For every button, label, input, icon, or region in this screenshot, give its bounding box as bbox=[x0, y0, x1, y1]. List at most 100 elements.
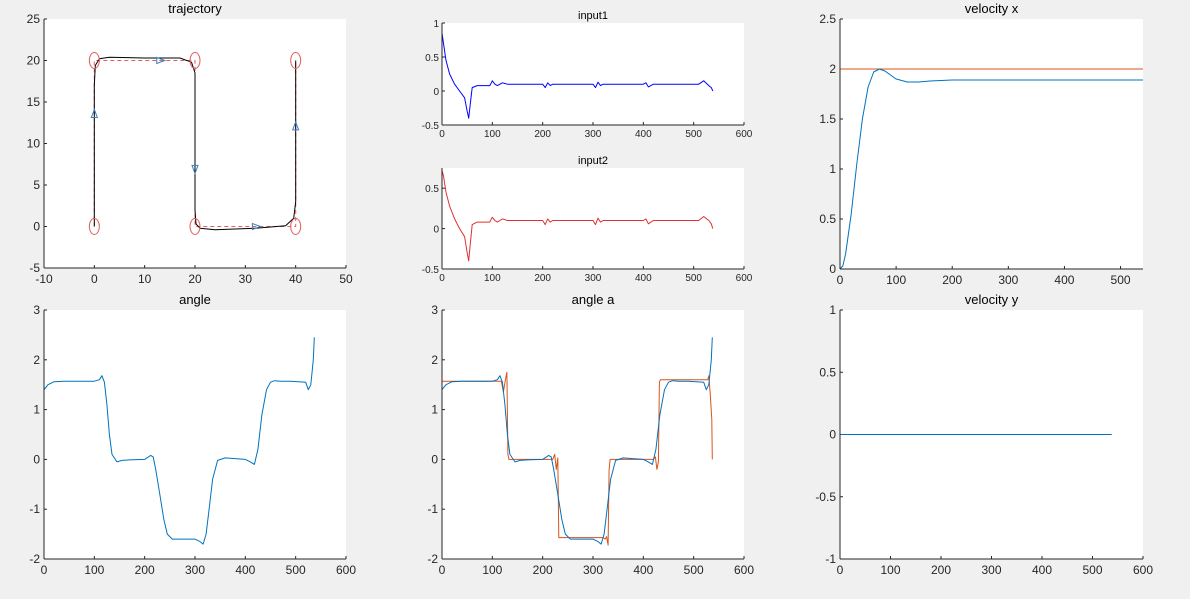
direction-arrow bbox=[191, 164, 199, 175]
waypoint-marker bbox=[290, 218, 302, 235]
y-tick-label: 1.5 bbox=[819, 112, 836, 126]
y-tick-label: 1 bbox=[829, 303, 836, 317]
series-line bbox=[442, 170, 714, 262]
waypoint-marker bbox=[88, 52, 100, 69]
x-tick-label: 0 bbox=[41, 563, 48, 577]
y-tick-label: 0 bbox=[433, 225, 439, 236]
x-tick-label: 100 bbox=[484, 129, 501, 140]
series-line bbox=[840, 68, 1143, 269]
y-tick-label: -1 bbox=[427, 502, 438, 516]
y-tick-label: 0.5 bbox=[425, 53, 439, 64]
x-tick-label: 400 bbox=[1032, 563, 1052, 577]
chart-title: angle bbox=[179, 292, 211, 307]
x-tick-label: 300 bbox=[998, 273, 1018, 287]
plot-area bbox=[442, 23, 744, 125]
chart-velocity-y: 0 100 200 300 400 500 600 -1 -0.5 0 0.5 1 velocity y bbox=[815, 292, 1153, 577]
x-tick-label: 500 bbox=[684, 563, 704, 577]
x-tick-label: 0 bbox=[91, 272, 98, 286]
chart-trajectory: -10 0 10 20 30 40 50 -5 0 5 10 15 20 25 trajectory bbox=[27, 1, 353, 286]
y-tick-label: -0.5 bbox=[422, 121, 440, 132]
y-tick-label: 0 bbox=[33, 220, 40, 234]
x-tick-label: 400 bbox=[635, 273, 652, 284]
x-tick-label: 300 bbox=[583, 563, 603, 577]
x-tick-label: 100 bbox=[880, 563, 900, 577]
y-tick-label: 0 bbox=[433, 87, 439, 98]
y-tick-label: 0.5 bbox=[819, 212, 836, 226]
x-tick-label: 10 bbox=[138, 272, 152, 286]
y-tick-label: -1 bbox=[29, 502, 40, 516]
series-line bbox=[442, 33, 714, 119]
series-line bbox=[44, 337, 315, 545]
y-tick-label: -2 bbox=[427, 552, 438, 566]
series-group bbox=[442, 33, 714, 119]
x-tick-label: 0 bbox=[439, 563, 446, 577]
y-tick-label: 25 bbox=[27, 12, 41, 26]
direction-arrow bbox=[90, 108, 99, 118]
plot-area bbox=[840, 19, 1143, 269]
x-tick-label: 600 bbox=[336, 563, 356, 577]
series-group bbox=[44, 337, 315, 545]
x-tick-label: 600 bbox=[736, 273, 753, 284]
y-tick-label: 0 bbox=[829, 262, 836, 276]
waypoint-marker bbox=[290, 52, 302, 69]
chart-title: velocity y bbox=[965, 292, 1019, 307]
y-tick-label: 0 bbox=[33, 452, 40, 466]
chart-angle: 0 100 200 300 400 500 600 -2 -1 0 1 2 3 angle bbox=[29, 292, 356, 577]
y-tick-label: 0.5 bbox=[819, 365, 836, 379]
y-tick-label: 0 bbox=[829, 428, 836, 442]
y-tick-label: 1 bbox=[431, 403, 438, 417]
y-tick-label: 1 bbox=[829, 162, 836, 176]
x-tick-label: 600 bbox=[734, 563, 754, 577]
direction-arrow bbox=[156, 56, 167, 65]
direction-arrow bbox=[291, 120, 300, 131]
x-tick-label: 0 bbox=[439, 129, 445, 140]
y-tick-label: 3 bbox=[33, 303, 40, 317]
y-tick-label: 2.5 bbox=[819, 12, 836, 26]
x-tick-label: 300 bbox=[185, 563, 205, 577]
waypoint-marker bbox=[189, 52, 201, 69]
chart-title: input2 bbox=[578, 155, 608, 167]
y-tick-label: 1 bbox=[433, 19, 439, 30]
x-tick-label: 500 bbox=[1082, 563, 1102, 577]
x-tick-label: 600 bbox=[1133, 563, 1153, 577]
chart-angle-a: 0 100 200 300 400 500 600 -2 -1 0 1 2 3 angle a bbox=[427, 292, 754, 577]
y-tick-label: 3 bbox=[431, 303, 438, 317]
chart-title: velocity x bbox=[965, 1, 1019, 16]
x-tick-label: 500 bbox=[685, 273, 702, 284]
y-tick-label: 0.5 bbox=[425, 184, 439, 195]
x-tick-label: 200 bbox=[534, 273, 551, 284]
y-tick-label: 20 bbox=[27, 54, 41, 68]
plot-area bbox=[442, 310, 744, 559]
x-tick-label: 200 bbox=[931, 563, 951, 577]
direction-arrow bbox=[251, 222, 262, 231]
waypoint-marker bbox=[189, 218, 201, 235]
x-tick-label: 400 bbox=[235, 563, 255, 577]
x-tick-label: 200 bbox=[942, 273, 962, 287]
x-tick-label: 600 bbox=[736, 129, 753, 140]
x-tick-label: 500 bbox=[286, 563, 306, 577]
x-tick-label: 200 bbox=[534, 129, 551, 140]
y-tick-label: 2 bbox=[829, 62, 836, 76]
chart-title: trajectory bbox=[168, 1, 222, 16]
waypoint-marker bbox=[88, 218, 100, 235]
y-tick-label: 2 bbox=[33, 353, 40, 367]
x-tick-label: 40 bbox=[289, 272, 303, 286]
series-group bbox=[840, 68, 1143, 269]
series-group bbox=[88, 52, 302, 235]
x-tick-label: 400 bbox=[633, 563, 653, 577]
y-tick-label: -5 bbox=[29, 261, 40, 275]
y-tick-label: 10 bbox=[27, 137, 41, 151]
x-tick-label: 400 bbox=[635, 129, 652, 140]
y-tick-label: 1 bbox=[33, 403, 40, 417]
x-tick-label: 400 bbox=[1054, 273, 1074, 287]
y-tick-label: 0 bbox=[431, 452, 438, 466]
series-group bbox=[442, 170, 714, 262]
x-tick-label: -10 bbox=[35, 272, 53, 286]
x-tick-label: 300 bbox=[585, 129, 602, 140]
x-tick-label: 0 bbox=[837, 273, 844, 287]
x-tick-label: 20 bbox=[188, 272, 202, 286]
plot-area bbox=[442, 168, 744, 269]
y-tick-label: 2 bbox=[431, 353, 438, 367]
